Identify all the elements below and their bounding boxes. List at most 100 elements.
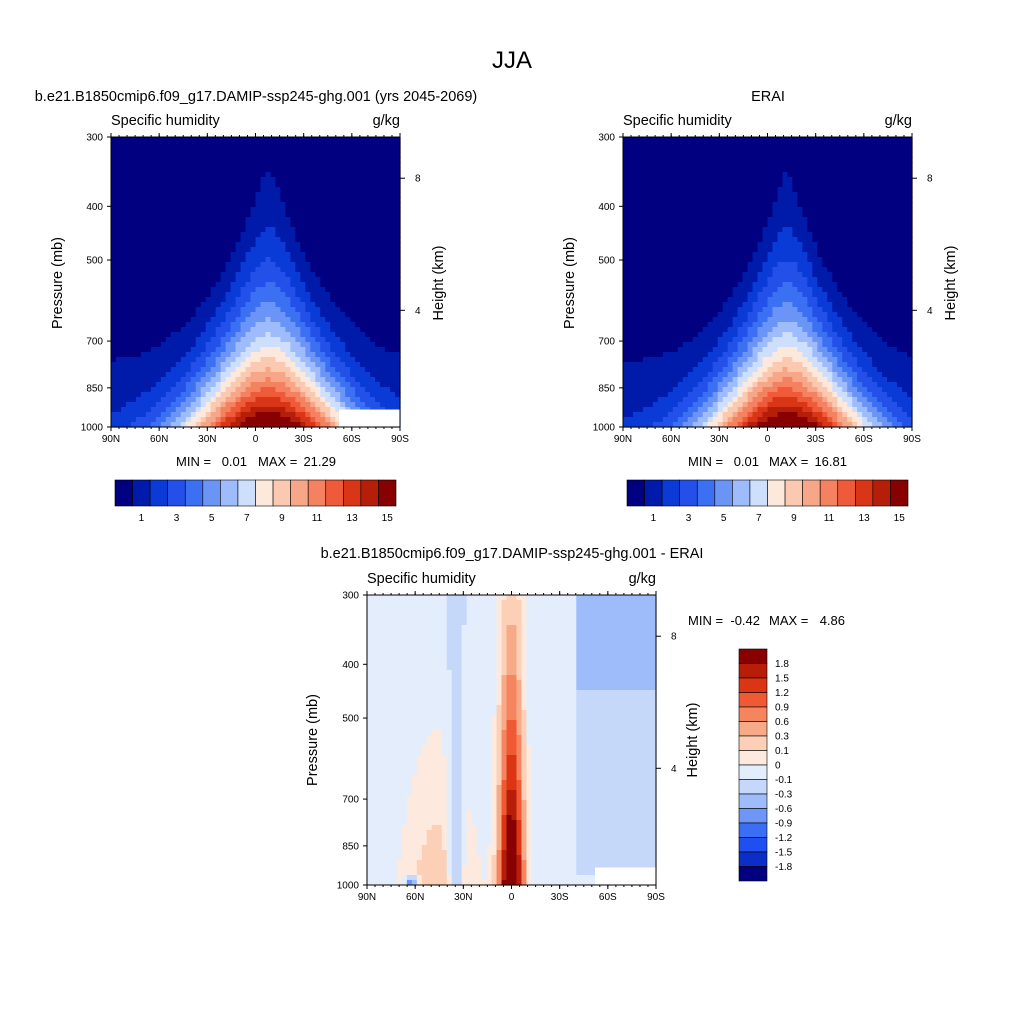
field-cell bbox=[225, 277, 232, 283]
field-cell bbox=[130, 207, 137, 213]
field-cell bbox=[135, 162, 142, 168]
field-cell bbox=[627, 227, 634, 233]
field-cell bbox=[797, 242, 803, 248]
field-cell bbox=[390, 247, 396, 253]
field-cell bbox=[390, 162, 396, 168]
field-cell bbox=[225, 182, 232, 188]
field-cell bbox=[265, 177, 272, 183]
field-cell bbox=[817, 182, 823, 188]
field-cell bbox=[140, 337, 147, 343]
field-cell bbox=[852, 217, 858, 223]
field-cell bbox=[260, 337, 267, 343]
field-cell bbox=[647, 252, 654, 258]
field-cell bbox=[662, 142, 669, 148]
field-cell bbox=[320, 422, 326, 428]
field-cell bbox=[145, 297, 152, 303]
field-cell bbox=[707, 197, 714, 203]
field-cell bbox=[300, 172, 306, 178]
field-cell bbox=[150, 157, 157, 163]
field-cell bbox=[275, 162, 282, 168]
field-cell bbox=[280, 362, 286, 368]
field-cell bbox=[897, 177, 903, 183]
field-cell bbox=[797, 172, 803, 178]
field-cell bbox=[250, 182, 257, 188]
field-cell bbox=[395, 287, 401, 293]
field-cell bbox=[365, 162, 371, 168]
field-cell bbox=[120, 267, 127, 273]
field-cell bbox=[330, 387, 336, 393]
field-cell bbox=[737, 247, 744, 253]
field-cell bbox=[260, 332, 267, 338]
field-cell bbox=[235, 347, 242, 353]
field-cell bbox=[722, 247, 729, 253]
field-cell bbox=[120, 257, 127, 263]
field-cell bbox=[290, 147, 296, 153]
field-cell bbox=[290, 302, 296, 308]
field-cell bbox=[310, 307, 316, 313]
field-cell bbox=[380, 192, 386, 198]
field-cell bbox=[250, 247, 257, 253]
field-cell bbox=[275, 202, 282, 208]
field-cell bbox=[150, 347, 157, 353]
field-cell bbox=[240, 357, 247, 363]
field-cell bbox=[787, 167, 794, 173]
field-cell bbox=[120, 187, 127, 193]
field-cell bbox=[807, 222, 813, 228]
field-cell bbox=[395, 252, 401, 258]
field-cell bbox=[295, 417, 301, 423]
field-cell bbox=[340, 287, 346, 293]
field-cell bbox=[395, 227, 401, 233]
field-cell bbox=[345, 292, 351, 298]
field-cell bbox=[115, 392, 122, 398]
field-cell bbox=[747, 222, 754, 228]
field-cell bbox=[772, 212, 779, 218]
field-cell bbox=[195, 257, 202, 263]
field-cell bbox=[752, 247, 759, 253]
field-cell bbox=[722, 182, 729, 188]
field-cell bbox=[240, 152, 247, 158]
field-cell bbox=[175, 187, 182, 193]
field-cell bbox=[130, 412, 137, 418]
field-cell bbox=[215, 387, 222, 393]
field-cell bbox=[672, 247, 679, 253]
field-cell bbox=[220, 357, 227, 363]
field-cell bbox=[682, 147, 689, 153]
field-cell bbox=[767, 187, 774, 193]
field-cell bbox=[120, 237, 127, 243]
field-cell bbox=[175, 212, 182, 218]
field-cell bbox=[802, 217, 808, 223]
field-cell bbox=[275, 287, 282, 293]
field-cell bbox=[732, 142, 739, 148]
field-cell bbox=[355, 217, 361, 223]
field-cell bbox=[150, 277, 157, 283]
field-cell bbox=[355, 382, 361, 388]
field-cell bbox=[652, 242, 659, 248]
field-cell bbox=[145, 272, 152, 278]
field-cell bbox=[320, 307, 326, 313]
field-cell bbox=[125, 212, 132, 218]
field-cell bbox=[902, 142, 908, 148]
field-cell bbox=[145, 352, 152, 358]
field-cell bbox=[240, 137, 247, 143]
field-cell bbox=[250, 317, 257, 323]
field-cell bbox=[265, 192, 272, 198]
field-cell bbox=[792, 147, 798, 153]
field-cell bbox=[837, 142, 843, 148]
field-cell bbox=[145, 157, 152, 163]
field-cell bbox=[111, 207, 117, 213]
field-cell bbox=[375, 342, 381, 348]
field-cell bbox=[712, 237, 719, 243]
field-cell bbox=[662, 167, 669, 173]
field-cell bbox=[370, 392, 376, 398]
field-cell bbox=[320, 207, 326, 213]
field-cell bbox=[145, 252, 152, 258]
field-cell bbox=[295, 402, 301, 408]
field-cell bbox=[787, 227, 794, 233]
field-cell bbox=[225, 147, 232, 153]
field-cell bbox=[837, 202, 843, 208]
field-cell bbox=[180, 197, 187, 203]
field-cell bbox=[882, 232, 888, 238]
field-cell bbox=[170, 227, 177, 233]
field-cell bbox=[380, 222, 386, 228]
field-cell bbox=[285, 167, 291, 173]
